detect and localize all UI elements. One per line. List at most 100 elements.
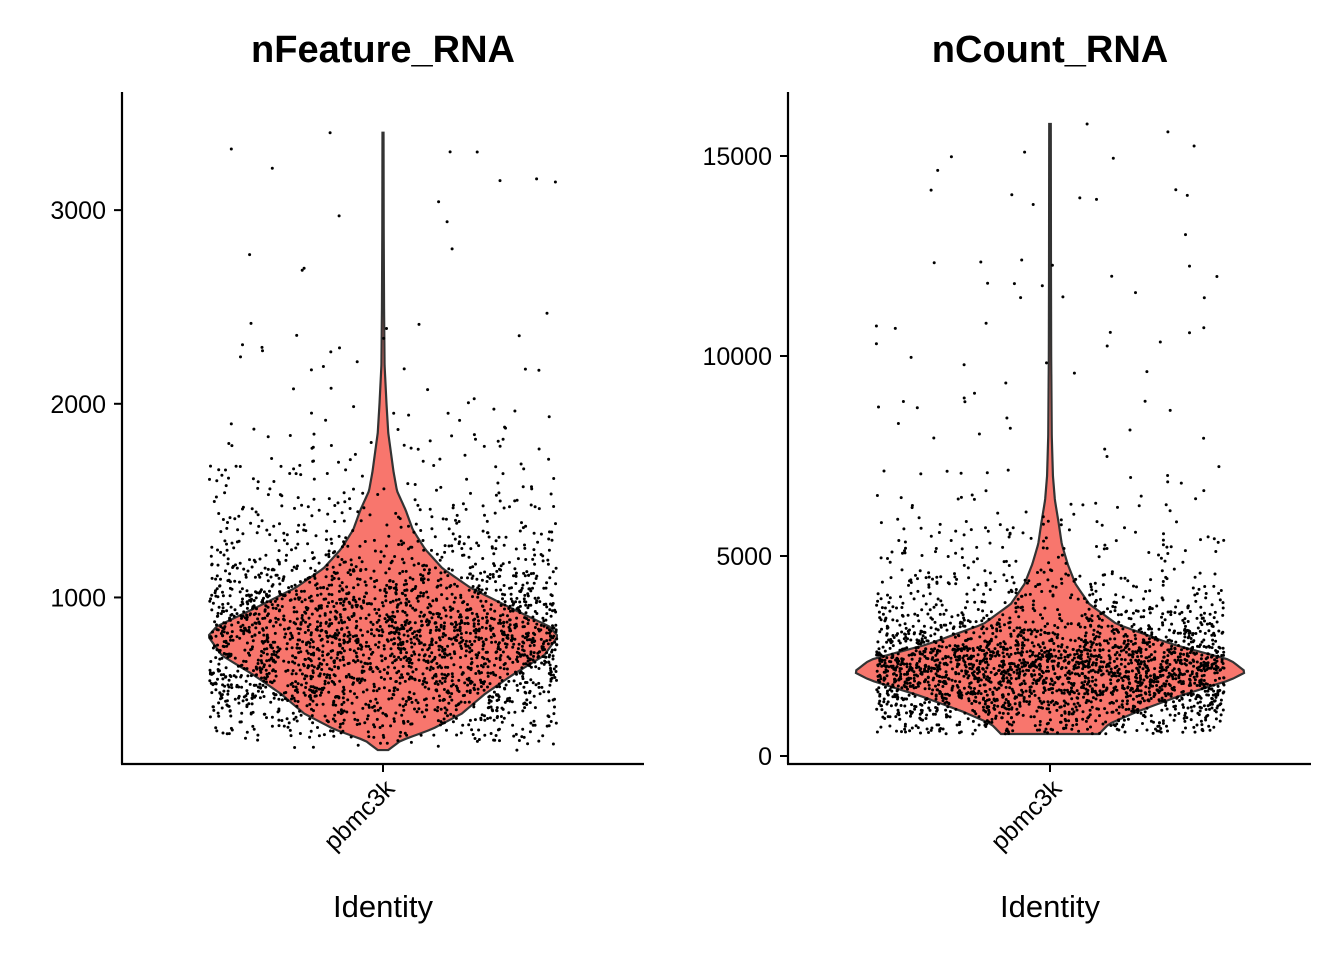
data-point [436,705,440,709]
data-point [904,685,908,689]
data-point [426,606,430,610]
data-point [1009,676,1013,680]
data-point [263,676,266,680]
data-point [483,714,486,718]
data-point [935,709,939,713]
data-point [1013,651,1017,655]
data-point [271,640,275,644]
data-point [1095,707,1099,711]
data-point [1009,632,1013,636]
data-point [1038,699,1042,703]
data-point [526,631,530,635]
data-point [881,715,885,719]
data-point [373,580,376,583]
data-point [274,616,278,620]
data-point [435,625,438,629]
data-point [1203,585,1207,588]
data-point [501,562,505,566]
data-point [876,663,880,667]
data-point [263,609,267,613]
data-point [903,540,907,544]
data-point [1036,643,1040,647]
data-point [989,624,993,628]
data-point [274,669,277,673]
data-point [327,549,331,553]
data-point [1015,707,1019,711]
data-point [321,365,325,368]
data-point [233,608,237,612]
data-point [1053,681,1057,685]
data-point [252,669,255,673]
data-point [887,601,891,604]
data-point [1122,648,1126,652]
data-point [890,550,894,554]
data-point [362,506,366,510]
data-point [551,570,555,574]
data-point [441,698,445,702]
data-point [255,667,259,671]
data-point [1054,654,1058,658]
data-point [1188,674,1192,678]
data-point [1193,681,1197,685]
data-point [331,635,334,639]
data-point [451,642,455,646]
data-point [1197,587,1201,591]
data-point [976,680,980,684]
data-point [388,689,391,693]
data-point [428,631,432,635]
data-point [1215,275,1219,278]
data-point [503,686,506,690]
data-point [389,600,392,604]
data-point [401,704,405,708]
data-point [256,733,260,737]
data-point [413,483,417,486]
data-point [1116,671,1120,675]
data-point [225,548,229,552]
violin-body [207,131,559,752]
data-point [405,629,409,633]
data-point [1108,701,1112,705]
data-point [551,742,555,746]
data-point [1021,608,1025,612]
data-point [241,699,245,703]
data-point [533,633,537,636]
data-point [471,595,474,599]
data-point [364,583,368,587]
data-point [476,615,480,619]
data-point [348,618,351,622]
data-point [215,628,219,632]
data-point [436,719,440,723]
data-point [288,728,292,732]
data-point [361,491,365,495]
data-point [990,720,994,724]
data-point [1088,649,1092,653]
data-point [552,673,555,677]
data-point [236,664,240,668]
data-point [882,697,886,701]
data-point [976,653,980,657]
data-point [1001,679,1005,683]
data-point [420,577,423,581]
data-point [1054,585,1058,589]
data-point [554,522,557,526]
data-point [260,649,264,653]
data-point [1147,655,1151,659]
data-point [1163,559,1167,563]
data-point [231,638,235,642]
data-point [1097,555,1101,559]
data-point [1068,653,1072,657]
data-point [548,576,552,580]
data-point [515,658,519,661]
data-point [1149,674,1152,678]
data-point [486,717,490,720]
data-point [255,531,259,535]
data-point [1020,258,1024,262]
data-point [909,638,913,642]
data-point [444,608,447,612]
data-point [878,630,882,634]
data-point [304,658,307,661]
data-point [378,625,382,628]
data-point [548,653,552,657]
data-point [453,537,457,541]
data-point [436,579,440,583]
